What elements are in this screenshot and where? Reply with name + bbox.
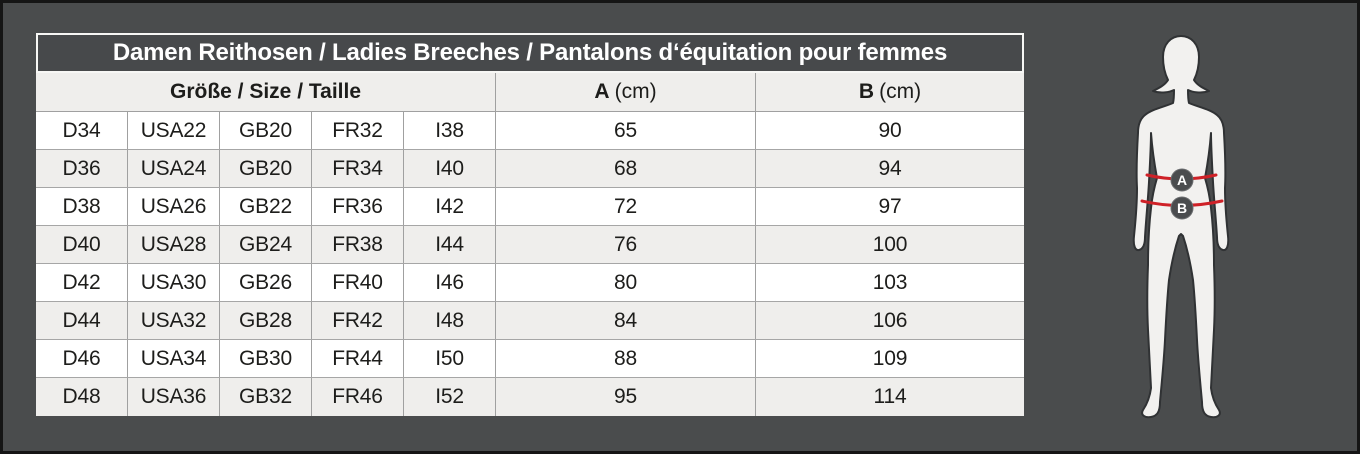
female-body-silhouette — [1132, 35, 1230, 419]
table-row: D38 USA26 GB22 FR36 I42 72 97 — [36, 188, 1024, 226]
table-header-row: Größe / Size / Taille A (cm) B (cm) — [36, 73, 1024, 112]
size-cell-i: I42 — [404, 188, 496, 225]
size-cell-i: I50 — [404, 340, 496, 377]
size-cell-fr: FR36 — [312, 188, 404, 225]
size-table: Damen Reithosen / Ladies Breeches / Pant… — [36, 33, 1024, 416]
size-cell-gb: GB28 — [220, 302, 312, 339]
header-a-letter: A — [594, 80, 610, 103]
measurement-a-cell: 76 — [496, 226, 756, 263]
measurement-a-cell: 80 — [496, 264, 756, 301]
marker-b-badge — [1170, 196, 1194, 220]
measurement-a-cell: 68 — [496, 150, 756, 187]
marker-a-badge — [1170, 168, 1194, 192]
size-cell-usa: USA30 — [128, 264, 220, 301]
measurement-b-cell: 100 — [872, 232, 908, 256]
header-b-unit: (cm) — [879, 80, 922, 103]
size-cell-usa: USA36 — [128, 378, 220, 416]
table-row: D48 USA36 GB32 FR46 I52 95 114 — [36, 378, 1024, 416]
size-cell-d: D36 — [36, 150, 128, 187]
marker-b-label: B — [1177, 200, 1187, 216]
size-cell-fr: FR40 — [312, 264, 404, 301]
size-cell-i: I46 — [404, 264, 496, 301]
size-cell-d: D48 — [36, 378, 128, 416]
measurement-b-cell: 94 — [878, 156, 902, 180]
measurement-b-cell: 106 — [872, 308, 908, 332]
size-cell-gb: GB30 — [220, 340, 312, 377]
size-cell-gb: GB20 — [220, 150, 312, 187]
header-measurement-a: A (cm) — [496, 73, 756, 111]
measurement-a-cell: 95 — [496, 378, 756, 416]
measurement-b-cell: 114 — [873, 385, 907, 408]
size-cell-d: D42 — [36, 264, 128, 301]
size-cell-fr: FR46 — [312, 378, 404, 416]
size-cell-fr: FR44 — [312, 340, 404, 377]
size-cell-gb: GB26 — [220, 264, 312, 301]
measurement-b-cell: 97 — [878, 194, 902, 218]
table-row: D34 USA22 GB20 FR32 I38 65 90 — [36, 112, 1024, 150]
size-cell-i: I44 — [404, 226, 496, 263]
measurement-figure: A B — [1121, 30, 1243, 430]
size-table-body: D34 USA22 GB20 FR32 I38 65 90 D36 USA24 … — [36, 112, 1024, 416]
size-cell-i: I40 — [404, 150, 496, 187]
size-cell-gb: GB22 — [220, 188, 312, 225]
size-cell-d: D38 — [36, 188, 128, 225]
table-row: D40 USA28 GB24 FR38 I44 76 100 — [36, 226, 1024, 264]
table-row: D42 USA30 GB26 FR40 I46 80 103 — [36, 264, 1024, 302]
size-cell-i: I48 — [404, 302, 496, 339]
size-cell-i: I52 — [404, 378, 496, 416]
measurement-a-cell: 84 — [496, 302, 756, 339]
header-b-letter: B — [858, 80, 875, 103]
size-cell-usa: USA26 — [128, 188, 220, 225]
size-cell-usa: USA34 — [128, 340, 220, 377]
size-cell-i: I38 — [404, 112, 496, 149]
size-cell-d: D44 — [36, 302, 128, 339]
size-cell-fr: FR32 — [312, 112, 404, 149]
table-row: D46 USA34 GB30 FR44 I50 88 109 — [36, 340, 1024, 378]
size-cell-usa: USA24 — [128, 150, 220, 187]
size-cell-d: D40 — [36, 226, 128, 263]
size-cell-d: D34 — [36, 112, 128, 149]
size-cell-usa: USA28 — [128, 226, 220, 263]
table-row: D36 USA24 GB20 FR34 I40 68 94 — [36, 150, 1024, 188]
measurement-a-cell: 72 — [496, 188, 756, 225]
size-cell-usa: USA22 — [128, 112, 220, 149]
measurement-b-cell: 109 — [872, 346, 908, 370]
header-a-unit: (cm) — [614, 80, 657, 103]
table-title: Damen Reithosen / Ladies Breeches / Pant… — [36, 33, 1024, 73]
size-cell-gb: GB32 — [220, 378, 312, 416]
marker-a-label: A — [1177, 172, 1187, 188]
measurement-a-cell: 65 — [496, 112, 756, 149]
size-cell-d: D46 — [36, 340, 128, 377]
size-cell-gb: GB24 — [220, 226, 312, 263]
size-cell-fr: FR34 — [312, 150, 404, 187]
header-measurement-b: B (cm) — [756, 73, 1024, 111]
size-cell-gb: GB20 — [220, 112, 312, 149]
measurement-b-cell: 103 — [872, 270, 908, 294]
size-cell-fr: FR42 — [312, 302, 404, 339]
measurement-b-cell: 90 — [878, 118, 902, 142]
header-size-group: Größe / Size / Taille — [36, 73, 496, 111]
table-row: D44 USA32 GB28 FR42 I48 84 106 — [36, 302, 1024, 340]
measurement-a-cell: 88 — [496, 340, 756, 377]
size-cell-usa: USA32 — [128, 302, 220, 339]
size-cell-fr: FR38 — [312, 226, 404, 263]
